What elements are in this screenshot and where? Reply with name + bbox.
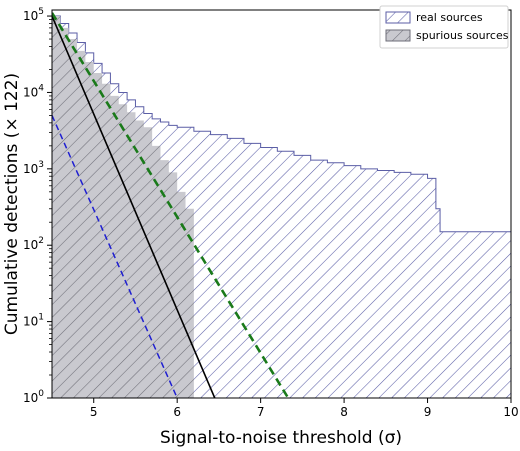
x-tick-label: 7 <box>257 405 265 419</box>
legend: real sources spurious sources <box>379 5 509 49</box>
legend-label-spurious: spurious sources <box>416 29 509 42</box>
x-axis-ticks: 5 6 7 8 9 10 <box>90 398 519 419</box>
spurious-sources-area <box>52 16 194 398</box>
x-tick-label: 8 <box>340 405 348 419</box>
y-tick-label: 102 <box>23 236 44 252</box>
plot-frame <box>51 9 512 399</box>
plot-area <box>52 12 511 398</box>
y-axis-label: Cumulative detections (× 122) <box>2 73 22 335</box>
x-tick-label: 6 <box>173 405 181 419</box>
black-solid-line <box>52 15 216 398</box>
y-axis-ticks: 100 101 102 103 104 105 <box>23 7 52 405</box>
x-tick-label: 10 <box>503 405 518 419</box>
x-axis-label: Signal-to-noise threshold (σ) <box>160 428 402 448</box>
y-tick-label: 101 <box>23 313 44 329</box>
green-dashed-line <box>52 12 290 398</box>
y-tick-label: 104 <box>23 83 44 99</box>
y-tick-label: 103 <box>23 160 44 176</box>
legend-swatch-real <box>385 11 411 24</box>
y-tick-label: 105 <box>23 7 44 23</box>
x-tick-label: 9 <box>424 405 432 419</box>
legend-swatch-spurious <box>385 29 411 42</box>
blue-dashed-line <box>52 115 178 398</box>
legend-label-real: real sources <box>416 11 483 24</box>
legend-box <box>379 5 509 49</box>
y-tick-label: 100 <box>23 389 44 405</box>
x-tick-label: 5 <box>90 405 98 419</box>
